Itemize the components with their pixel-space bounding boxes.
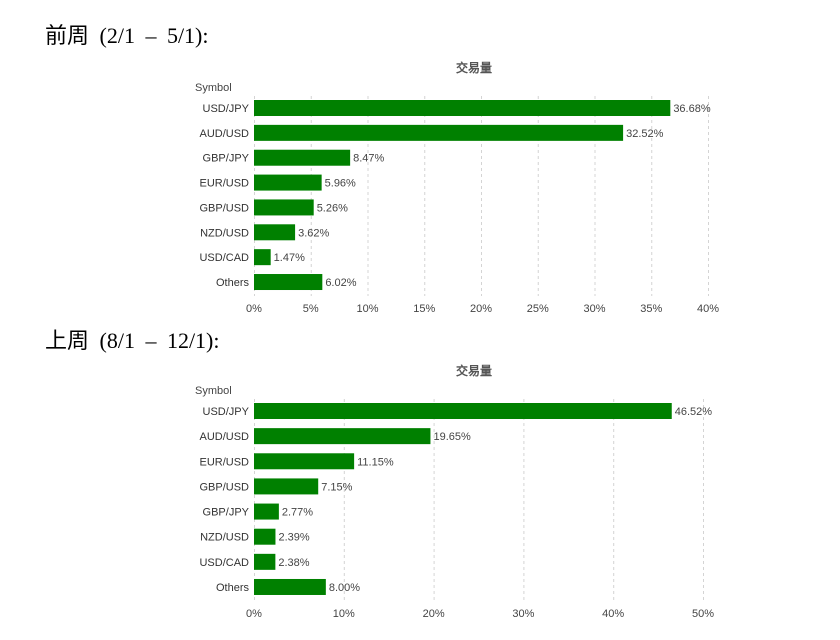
- value-label-nzd-usd: 2.39%: [278, 532, 309, 544]
- bar-nzd-usd: [254, 224, 296, 241]
- x-tick-label: 40%: [602, 608, 624, 620]
- bar-usd-cad: [254, 553, 276, 570]
- category-label-gbp-usd: GBP/USD: [199, 202, 249, 214]
- section-heading-previous-week: 前周 (2/1 – 5/1):: [45, 23, 209, 48]
- bar-gbp-jpy: [254, 149, 351, 166]
- category-label-usd-jpy: USD/JPY: [203, 103, 250, 115]
- x-tick-label: 0%: [246, 303, 262, 315]
- x-tick-label: 5%: [303, 303, 319, 315]
- x-tick-label: 0%: [246, 608, 262, 620]
- value-label-gbp-jpy: 8.47%: [353, 153, 384, 165]
- y-axis-label: Symbol: [195, 385, 232, 397]
- value-label-usd-jpy: 46.52%: [675, 406, 713, 418]
- section-heading-last-week: 上周 (8/1 – 12/1):: [45, 328, 220, 353]
- x-tick-label: 40%: [697, 303, 719, 315]
- value-label-usd-jpy: 36.68%: [673, 103, 711, 115]
- value-label-usd-cad: 1.47%: [274, 252, 305, 264]
- x-tick-label: 50%: [692, 608, 714, 620]
- x-tick-label: 35%: [640, 303, 662, 315]
- x-tick-label: 10%: [356, 303, 378, 315]
- bar-gbp-usd: [254, 199, 314, 216]
- x-tick-label: 20%: [470, 303, 492, 315]
- bar-aud-usd: [254, 428, 431, 445]
- category-label-nzd-usd: NZD/USD: [200, 227, 249, 239]
- bar-eur-usd: [254, 174, 322, 191]
- bar-aud-usd: [254, 124, 624, 141]
- y-axis-label: Symbol: [195, 82, 232, 94]
- category-label-others: Others: [216, 582, 250, 594]
- x-tick-label: 25%: [527, 303, 549, 315]
- category-label-gbp-jpy: GBP/JPY: [203, 507, 250, 519]
- bar-usd-jpy: [254, 403, 672, 419]
- category-label-usd-jpy: USD/JPY: [203, 406, 250, 418]
- value-label-others: 6.02%: [325, 277, 356, 289]
- value-label-aud-usd: 19.65%: [433, 431, 471, 443]
- value-label-others: 8.00%: [329, 582, 360, 594]
- category-label-aud-usd: AUD/USD: [199, 431, 249, 443]
- bar-others: [254, 274, 323, 291]
- value-label-eur-usd: 11.15%: [357, 456, 394, 468]
- x-tick-label: 30%: [512, 608, 534, 620]
- value-label-usd-cad: 2.38%: [278, 557, 309, 569]
- x-tick-label: 20%: [423, 608, 445, 620]
- x-tick-label: 15%: [413, 303, 435, 315]
- bar-eur-usd: [254, 453, 355, 470]
- category-label-usd-cad: USD/CAD: [199, 557, 249, 569]
- bar-gbp-jpy: [254, 503, 279, 520]
- bar-others: [254, 578, 326, 595]
- chart-title: 交易量: [456, 363, 492, 378]
- category-label-aud-usd: AUD/USD: [199, 128, 249, 140]
- chart-title: 交易量: [456, 60, 492, 75]
- value-label-gbp-usd: 7.15%: [321, 481, 352, 493]
- value-label-nzd-usd: 3.62%: [298, 227, 329, 239]
- category-label-usd-cad: USD/CAD: [199, 252, 249, 264]
- category-label-gbp-jpy: GBP/JPY: [203, 153, 250, 165]
- category-label-others: Others: [216, 277, 250, 289]
- category-label-nzd-usd: NZD/USD: [200, 532, 249, 544]
- bar-gbp-usd: [254, 478, 319, 495]
- bar-usd-cad: [254, 249, 271, 266]
- bar-nzd-usd: [254, 528, 276, 545]
- x-tick-label: 30%: [583, 303, 605, 315]
- value-label-gbp-jpy: 2.77%: [282, 507, 313, 519]
- volume-bar-chart-last-week: 交易量 Symbol 0% 10% 20% 30% 40% 50% USD/JPY 46.52% A…: [195, 363, 714, 620]
- value-label-eur-usd: 5.96%: [325, 178, 356, 190]
- x-tick-label: 10%: [333, 608, 355, 620]
- category-label-eur-usd: EUR/USD: [199, 178, 249, 190]
- bar-usd-jpy: [254, 100, 671, 116]
- volume-bar-chart-previous-week: 交易量 Symbol 0% 5% 10% 15% 20% 25% 30% 35% 40% USD/JP…: [195, 60, 719, 315]
- value-label-aud-usd: 32.52%: [626, 128, 664, 140]
- category-label-gbp-usd: GBP/USD: [199, 481, 249, 493]
- value-label-gbp-usd: 5.26%: [317, 202, 348, 214]
- category-label-eur-usd: EUR/USD: [199, 456, 249, 468]
